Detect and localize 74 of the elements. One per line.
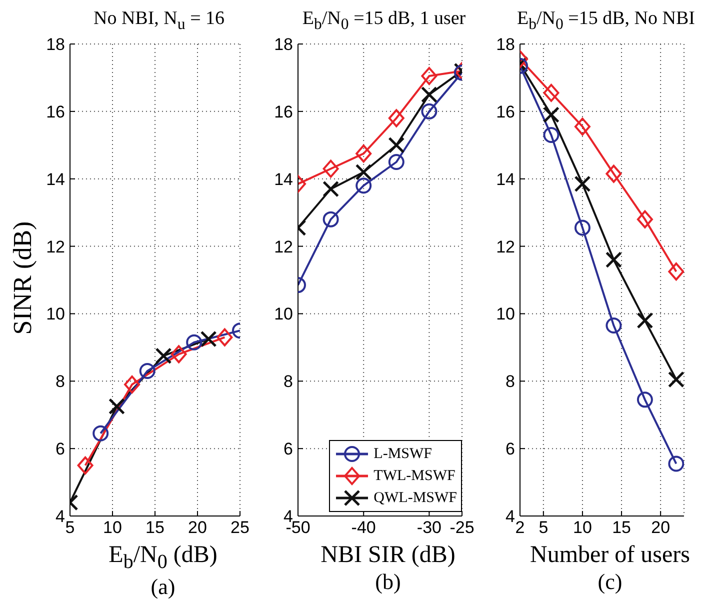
y-tick-label: 16 [496, 102, 515, 122]
chart-title: E$_{b}$/N$_{0}$ =15 dB, 1 user [301, 8, 467, 33]
x-tick-label: 15 [612, 518, 631, 538]
point [216, 328, 233, 346]
point [92, 425, 109, 442]
point [605, 252, 622, 268]
x-tick-label: -30 [416, 518, 442, 538]
point [543, 84, 560, 102]
y-tick-label: 4 [506, 507, 515, 526]
y-tick-label: 6 [506, 440, 515, 459]
y-tick-label: 10 [274, 304, 293, 324]
y-axis-title: SINR (dB) [8, 221, 38, 335]
x-tick-label: -40 [351, 518, 376, 538]
point [170, 345, 187, 364]
point [636, 210, 653, 228]
y-tick-label: 8 [56, 372, 65, 392]
point [574, 220, 590, 236]
y-tick-label: 18 [274, 35, 293, 54]
point [542, 106, 560, 124]
legend-label: QWL-MSWF [374, 490, 457, 506]
y-tick-label: 8 [284, 372, 293, 392]
point [606, 318, 622, 334]
y-tick-label: 16 [274, 102, 293, 122]
y-tick-label: 6 [56, 440, 65, 459]
x-tick-label: 20 [188, 518, 207, 538]
y-tick-label: 10 [496, 304, 515, 324]
y-tick-label: 14 [46, 170, 65, 189]
text: (a) [150, 574, 176, 600]
point [543, 127, 560, 144]
point [155, 348, 172, 364]
x-tick-label: 15 [146, 518, 164, 538]
legend-label: TWL-MSWF [374, 468, 456, 484]
x-tick-label: -25 [450, 518, 474, 538]
x-tick-label: 10 [103, 518, 122, 538]
x-axis-title: Number of users [529, 542, 691, 569]
y-tick-label: 14 [496, 170, 515, 189]
point [124, 376, 140, 394]
y-tick-label: 14 [274, 170, 293, 189]
point [668, 371, 684, 388]
x-axis-title: NBI SIR (dB) [320, 542, 456, 569]
y-tick-label: 18 [496, 35, 515, 54]
y-tick-label: 18 [46, 35, 65, 54]
y-tick-label: 8 [506, 372, 515, 392]
y-tick-label: 6 [284, 440, 293, 459]
point [636, 392, 653, 408]
point [574, 118, 590, 136]
y-tick-label: 10 [46, 304, 65, 324]
point [77, 456, 94, 474]
point [636, 312, 654, 329]
y-tick-label: 12 [496, 237, 515, 256]
chart-title: No NBI, N$_{u}$ = 16 [92, 8, 226, 33]
point [574, 176, 591, 192]
point [668, 456, 684, 472]
x-tick-label: 10 [573, 518, 592, 538]
x-tick-label: 25 [230, 518, 250, 538]
point [139, 363, 156, 380]
chart-title: E$_{b}$/N$_{0}$ =15 dB, No NBI [516, 8, 696, 33]
x-tick-label: 5 [538, 518, 548, 538]
y-tick-label: 4 [56, 507, 65, 526]
x-tick-label: 5 [65, 518, 75, 538]
point [668, 262, 684, 281]
point [200, 330, 217, 348]
y-tick-label: 12 [46, 237, 65, 256]
y-tick-label: 12 [274, 237, 293, 256]
text: (c) [596, 569, 624, 595]
point [108, 398, 125, 415]
y-tick-label: 16 [46, 102, 65, 122]
legend-label: L-MSWF [374, 446, 432, 462]
text: (b) [374, 569, 402, 595]
x-tick-label: 20 [651, 518, 670, 538]
x-axis-title: E$_{b}$/N$_{0}$ (dB) [108, 542, 218, 574]
point [186, 334, 202, 350]
point [606, 164, 622, 183]
x-tick-label: 2 [515, 518, 525, 538]
